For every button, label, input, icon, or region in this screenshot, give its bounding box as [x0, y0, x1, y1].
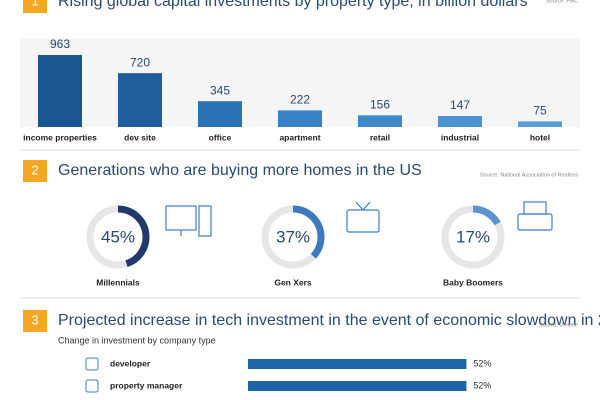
icons [165, 201, 553, 237]
icon-stroke [355, 201, 364, 211]
section-title: Projected increase in tech investment in… [58, 312, 600, 329]
icon-stroke [362, 201, 371, 211]
bar [438, 116, 482, 127]
category-label: office [209, 132, 232, 142]
donut-arc [441, 205, 505, 269]
typewriter-icon [517, 213, 553, 231]
category-label: developer [110, 358, 151, 368]
section-number: 1 [31, 0, 38, 8]
category-label: retail [370, 132, 390, 142]
bar [248, 381, 467, 391]
bar [248, 359, 467, 369]
donut-arc [261, 205, 325, 269]
row-icon [85, 357, 99, 371]
section-title: Generations who are buying more homes in… [58, 162, 422, 179]
typewriter-icon [523, 201, 547, 215]
donut-label: 17% [456, 227, 490, 246]
section-badge [23, 0, 47, 13]
category-label: apartment [279, 132, 320, 142]
category-label: hotel [530, 132, 550, 142]
bar [278, 110, 322, 127]
subtitle: Change in investment by company type [58, 335, 216, 345]
category-label: dev site [124, 132, 156, 142]
value-label: 52% [473, 358, 491, 368]
section-number: 3 [31, 312, 38, 327]
row-icon [85, 379, 99, 393]
value-label: 222 [290, 93, 310, 107]
category-label: Millennials [96, 277, 140, 287]
bar [118, 73, 162, 127]
monitor-icon [165, 205, 197, 231]
bar [518, 121, 562, 127]
donut-label: 45% [101, 227, 135, 246]
value-label: 720 [130, 55, 150, 69]
tower-icon [198, 205, 212, 237]
category-label: Baby Boomers [443, 277, 503, 287]
source: Source: National Association of Realtors [480, 172, 578, 178]
value-label: 156 [370, 98, 390, 112]
value-label: 147 [450, 98, 470, 112]
value-label: 963 [50, 37, 70, 51]
value-label: 75 [533, 104, 547, 118]
category-label: Gen Xers [274, 277, 312, 287]
donut-arc [86, 205, 150, 269]
source: Source: PwC [546, 0, 578, 4]
category-label: property manager [110, 380, 183, 390]
value-label: 52% [473, 380, 491, 390]
bar [38, 55, 82, 127]
section-number: 2 [31, 162, 38, 177]
section-badge [23, 310, 47, 332]
value-label: 345 [210, 83, 230, 97]
bar [198, 101, 242, 127]
donut-label: 37% [276, 227, 310, 246]
source: Source: Deloitte [539, 322, 578, 328]
category-label: industrial [441, 132, 479, 142]
bar [358, 115, 402, 127]
category-label: income properties [23, 132, 97, 142]
section-badge [23, 160, 47, 182]
section-title: Rising global capital investments by pro… [58, 0, 528, 10]
tv-icon [346, 209, 380, 233]
